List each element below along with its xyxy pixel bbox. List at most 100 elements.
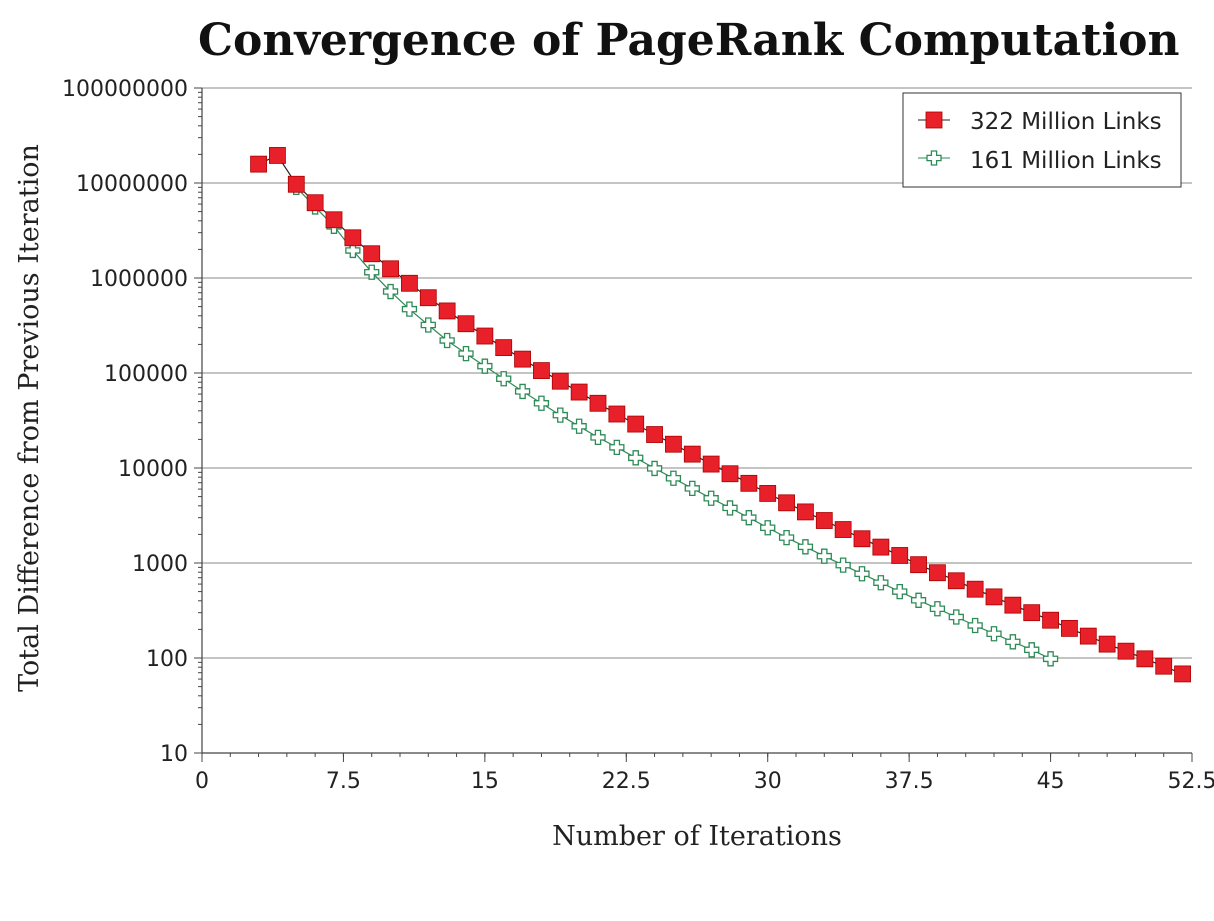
- data-point-322-million: [287, 175, 305, 193]
- y-tick-label: 100000: [104, 362, 188, 387]
- data-point-161-million: [854, 566, 870, 582]
- data-point-161-million: [477, 358, 493, 374]
- data-point-161-million: [741, 510, 757, 526]
- data-point-161-million: [533, 395, 550, 411]
- data-point-322-million: [853, 530, 871, 548]
- series-line-322-million: [258, 154, 1183, 675]
- data-point-161-million: [873, 575, 889, 591]
- data-point-322-million: [665, 435, 682, 453]
- data-point-322-million: [344, 229, 362, 247]
- data-point-322-million: [1155, 657, 1173, 675]
- x-tick-label: 22.5: [602, 769, 651, 794]
- data-point-161-million: [778, 529, 795, 546]
- data-point-322-million: [891, 547, 909, 564]
- data-point-322-million: [533, 362, 550, 379]
- data-point-322-million: [834, 521, 852, 538]
- y-tick-label: 1000: [132, 552, 188, 577]
- series-markers: [250, 147, 1191, 683]
- data-point-322-million: [419, 289, 437, 307]
- x-tick-label: 7.5: [326, 769, 361, 794]
- x-tick-label: 45: [1037, 769, 1065, 794]
- data-point-322-million: [947, 572, 965, 590]
- data-point-322-million: [910, 556, 927, 574]
- data-point-322-million: [1079, 627, 1097, 645]
- data-point-322-million: [438, 302, 456, 320]
- data-point-322-million: [325, 211, 343, 229]
- data-point-322-million: [683, 445, 701, 463]
- data-point-322-million: [759, 485, 777, 502]
- data-point-161-million: [590, 429, 606, 446]
- data-point-161-million: [910, 592, 927, 608]
- data-point-322-million: [1098, 635, 1116, 653]
- data-point-322-million: [269, 147, 286, 164]
- legend-box: [902, 92, 1182, 188]
- legend: 322 Million Links 161 Million Links: [902, 92, 1182, 188]
- data-point-322-million: [250, 155, 267, 173]
- data-point-322-million: [646, 426, 663, 443]
- y-tick-label: 10000: [118, 457, 188, 482]
- data-point-161-million: [835, 557, 851, 573]
- legend-square-marker: [925, 111, 943, 129]
- data-point-161-million: [986, 626, 1002, 642]
- data-point-161-million: [1005, 634, 1021, 650]
- gridlines: [202, 87, 1192, 659]
- x-tick-label: 30: [754, 769, 782, 794]
- y-tick-label: 10: [160, 742, 188, 767]
- data-point-161-million: [458, 345, 474, 362]
- data-point-322-million: [570, 383, 588, 401]
- data-point-161-million: [703, 490, 719, 506]
- data-point-161-million: [609, 439, 625, 455]
- data-point-161-million: [892, 583, 908, 600]
- data-point-322-million: [306, 194, 324, 212]
- y-tick-label: 10000000: [76, 172, 188, 197]
- data-point-322-million: [929, 564, 946, 582]
- data-point-322-million: [495, 339, 513, 357]
- data-point-161-million: [345, 242, 361, 259]
- data-point-322-million: [514, 350, 531, 368]
- data-point-161-million: [816, 548, 832, 564]
- data-point-161-million: [552, 407, 568, 423]
- data-point-322-million: [1004, 596, 1022, 614]
- y-tick-label: 100000000: [62, 77, 188, 102]
- series-line-161-million: [295, 186, 1051, 660]
- data-point-161-million: [439, 332, 455, 349]
- y-tick-label: 1000000: [90, 267, 188, 292]
- data-point-322-million: [702, 455, 720, 473]
- data-point-322-million: [551, 372, 569, 390]
- data-point-161-million: [948, 609, 964, 625]
- data-point-161-million: [929, 601, 946, 617]
- data-point-161-million: [760, 520, 776, 536]
- data-point-322-million: [966, 580, 984, 598]
- data-point-161-million: [1042, 651, 1059, 667]
- data-point-322-million: [589, 394, 607, 412]
- data-point-161-million: [628, 450, 644, 466]
- data-point-322-million: [721, 465, 739, 483]
- data-point-322-million: [1136, 650, 1154, 668]
- chart-title: Convergence of PageRank Computation: [198, 15, 1180, 66]
- data-point-161-million: [1024, 642, 1040, 658]
- y-axis-title: Total Difference from Previous Iteration: [14, 144, 45, 692]
- legend-marker-161-million: [918, 150, 950, 166]
- data-point-161-million: [382, 283, 399, 300]
- data-point-161-million: [420, 317, 436, 333]
- data-point-322-million: [872, 538, 890, 556]
- legend-marker-322-million: [918, 111, 950, 129]
- data-point-161-million: [514, 383, 531, 400]
- data-point-322-million: [1174, 665, 1191, 683]
- data-point-161-million: [646, 460, 663, 477]
- data-point-322-million: [401, 274, 418, 292]
- series-lines: [258, 154, 1183, 675]
- data-point-161-million: [722, 500, 738, 516]
- x-tick-label: 15: [471, 769, 499, 794]
- data-point-322-million: [740, 474, 758, 492]
- x-tick-label: 37.5: [885, 769, 934, 794]
- y-tick-label: 100: [146, 647, 188, 672]
- data-point-322-million: [815, 512, 833, 529]
- data-point-161-million: [364, 264, 380, 280]
- x-tick-label: 52.5: [1168, 769, 1214, 794]
- data-point-161-million: [967, 617, 983, 634]
- data-point-322-million: [1061, 619, 1078, 637]
- legend-cross-marker: [926, 150, 942, 166]
